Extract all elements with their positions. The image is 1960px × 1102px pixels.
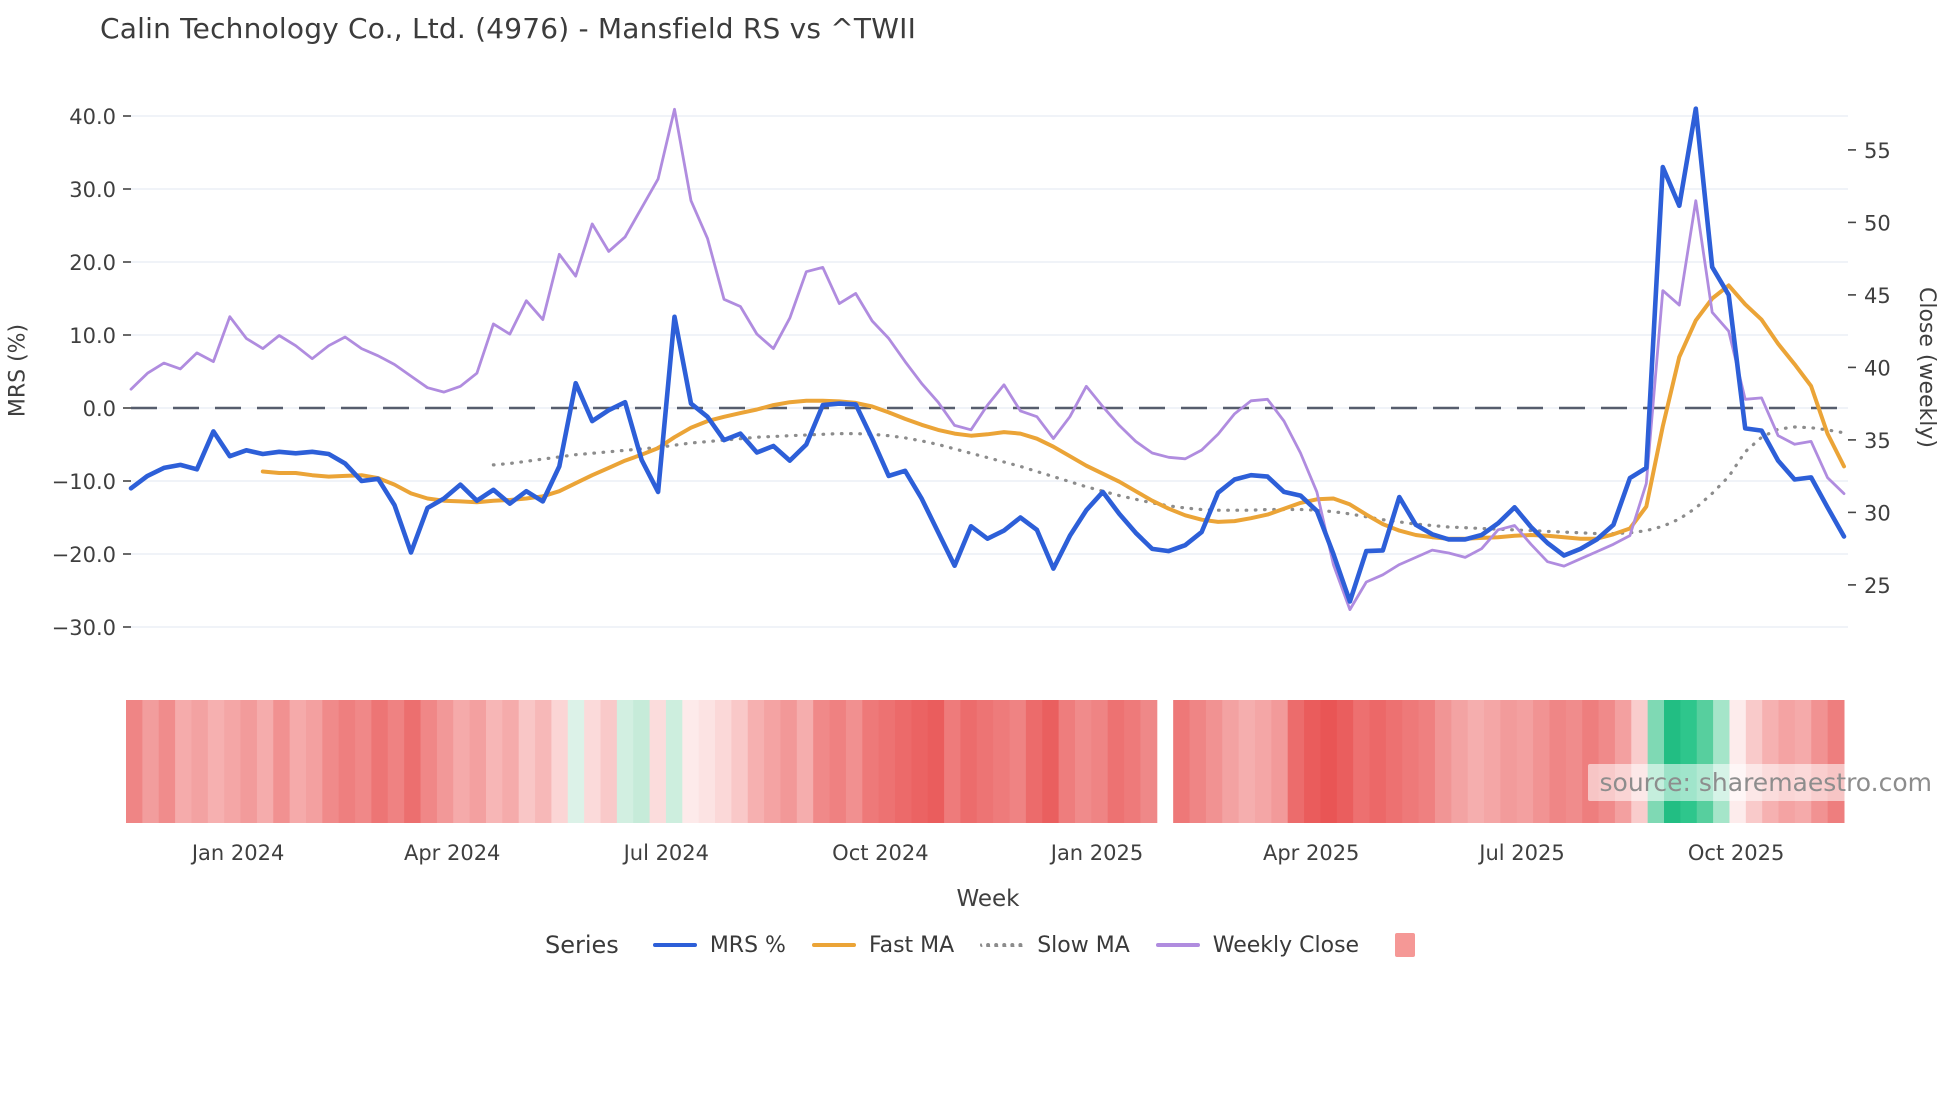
- svg-text:35: 35: [1864, 429, 1891, 453]
- svg-text:−20.0: −20.0: [52, 543, 116, 567]
- legend-label: Weekly Close: [1212, 932, 1360, 958]
- svg-text:Jul 2025: Jul 2025: [1477, 841, 1564, 865]
- chart-title: Calin Technology Co., Ltd. (4976) - Mans…: [100, 12, 917, 45]
- svg-text:10.0: 10.0: [69, 324, 116, 348]
- legend-label: Fast MA: [868, 932, 955, 958]
- legend-item-slow-ma: Slow MA: [980, 933, 1130, 958]
- svg-text:20.0: 20.0: [69, 251, 116, 275]
- legend-label: Slow MA: [1037, 932, 1130, 958]
- source-watermark: source: sharemaestro.com: [1587, 764, 1944, 801]
- fast-ma-line-swatch-icon: [811, 943, 856, 947]
- svg-text:45: 45: [1864, 284, 1891, 308]
- svg-text:Apr 2025: Apr 2025: [1263, 841, 1359, 865]
- x-axis-title: Week: [956, 886, 1020, 912]
- legend-item-mrs: MRS %: [652, 932, 786, 958]
- svg-text:Jul 2024: Jul 2024: [622, 841, 709, 865]
- svg-text:40.0: 40.0: [69, 105, 116, 129]
- left-axis-title: MRS (%): [5, 323, 31, 418]
- svg-text:Apr 2024: Apr 2024: [404, 841, 500, 865]
- svg-text:55: 55: [1864, 139, 1891, 163]
- svg-text:Jan 2025: Jan 2025: [1049, 841, 1144, 865]
- svg-text:Oct 2025: Oct 2025: [1688, 841, 1784, 865]
- slow-ma-dotted-swatch-icon: [980, 943, 1025, 947]
- svg-text:50: 50: [1864, 211, 1891, 235]
- svg-text:30.0: 30.0: [69, 178, 116, 202]
- legend-title: Series: [545, 931, 619, 959]
- right-axis-title: Close (weekly): [1914, 286, 1939, 449]
- legend: Series MRS % Fast MA Slow MA Weekly Clos…: [545, 928, 1416, 962]
- svg-text:30: 30: [1864, 501, 1891, 525]
- svg-text:Oct 2024: Oct 2024: [832, 841, 928, 865]
- svg-text:40: 40: [1864, 356, 1891, 380]
- svg-text:0.0: 0.0: [83, 397, 116, 421]
- legend-label: MRS %: [709, 932, 786, 958]
- svg-text:Jan 2024: Jan 2024: [190, 841, 285, 865]
- svg-text:−30.0: −30.0: [52, 616, 116, 640]
- svg-text:25: 25: [1864, 574, 1891, 598]
- mrs-line-swatch-icon: [652, 943, 697, 947]
- legend-item-fast-ma: Fast MA: [811, 932, 955, 958]
- heatmap-swatch-icon: [1395, 933, 1416, 957]
- legend-item-weekly-close: Weekly Close: [1155, 932, 1360, 958]
- svg-text:−10.0: −10.0: [52, 470, 116, 494]
- weekly-close-line-swatch-icon: [1155, 943, 1200, 947]
